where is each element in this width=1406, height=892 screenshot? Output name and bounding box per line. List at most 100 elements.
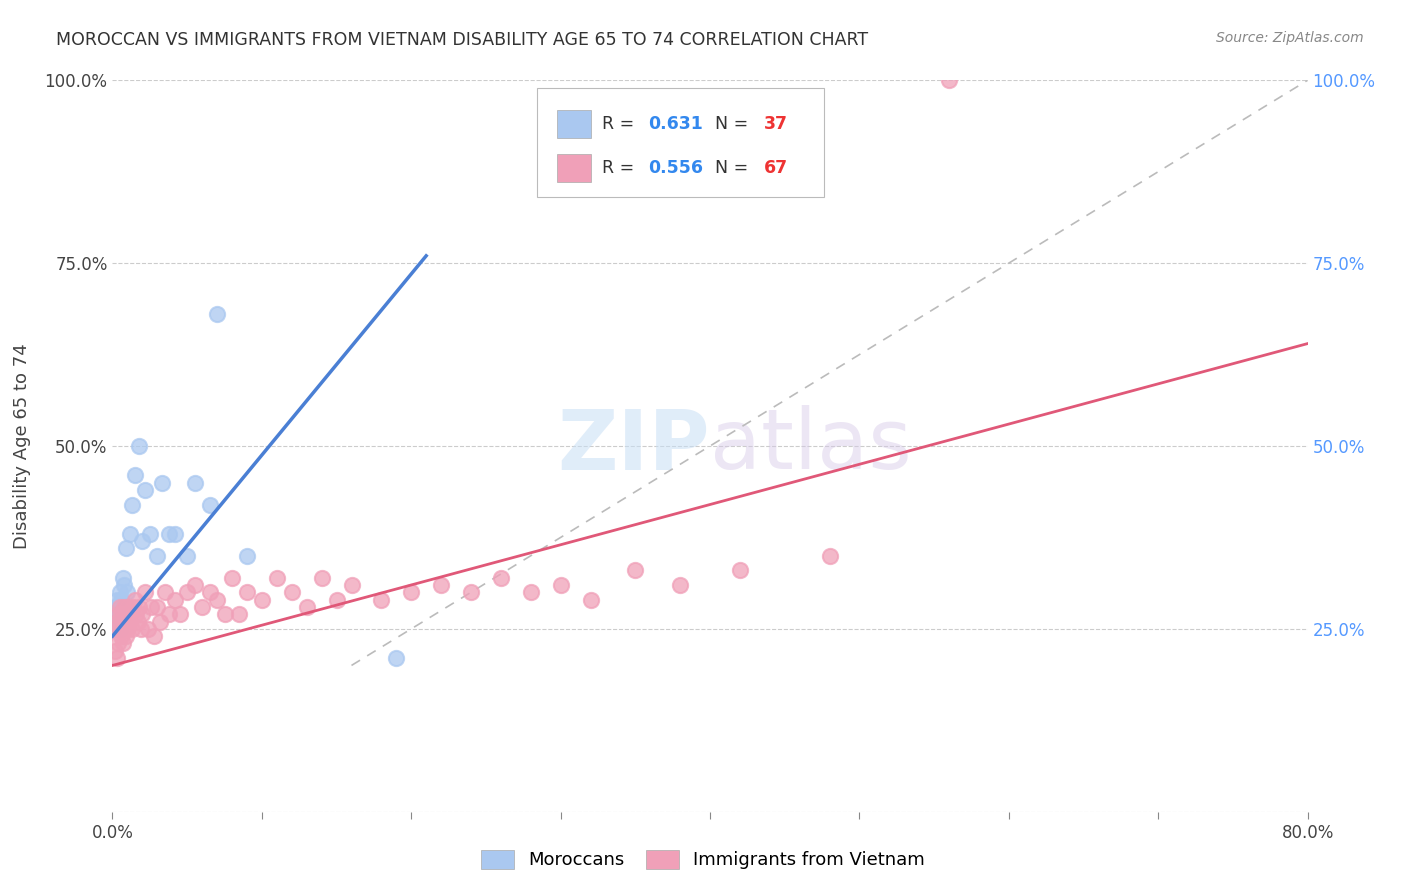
Point <box>624 563 647 577</box>
Point <box>118 615 141 629</box>
Point <box>105 607 128 622</box>
Point <box>385 651 408 665</box>
Point <box>117 599 139 614</box>
Text: Source: ZipAtlas.com: Source: ZipAtlas.com <box>1216 31 1364 45</box>
Point <box>107 599 129 614</box>
Point <box>401 585 423 599</box>
Point <box>165 592 187 607</box>
Point <box>115 607 138 622</box>
Point <box>103 607 125 622</box>
Point <box>205 307 228 321</box>
Point <box>157 526 180 541</box>
Point <box>169 607 191 622</box>
FancyBboxPatch shape <box>557 110 591 138</box>
Text: 0.631: 0.631 <box>648 115 703 133</box>
Point <box>121 622 143 636</box>
Y-axis label: Disability Age 65 to 74: Disability Age 65 to 74 <box>13 343 31 549</box>
Point <box>150 475 173 490</box>
Point <box>128 439 150 453</box>
Text: 0.556: 0.556 <box>648 159 703 177</box>
Point <box>489 571 512 585</box>
Point <box>266 571 288 585</box>
Point <box>124 592 146 607</box>
Point <box>124 468 146 483</box>
Point <box>120 607 142 622</box>
Point <box>198 585 221 599</box>
Point <box>430 578 453 592</box>
Point <box>157 607 180 622</box>
Point <box>120 526 142 541</box>
Point <box>728 563 751 577</box>
Point <box>114 578 135 592</box>
Point <box>125 607 148 622</box>
Point <box>105 622 128 636</box>
Point <box>110 629 132 643</box>
Point <box>122 599 145 614</box>
Point <box>114 622 135 636</box>
Point <box>818 549 841 563</box>
Point <box>108 607 131 622</box>
Point <box>146 549 169 563</box>
Text: MOROCCAN VS IMMIGRANTS FROM VIETNAM DISABILITY AGE 65 TO 74 CORRELATION CHART: MOROCCAN VS IMMIGRANTS FROM VIETNAM DISA… <box>56 31 869 49</box>
Text: R =: R = <box>603 115 640 133</box>
Text: 37: 37 <box>763 115 787 133</box>
Point <box>115 541 138 556</box>
Point <box>669 578 692 592</box>
Point <box>121 498 143 512</box>
Point <box>111 599 134 614</box>
Point <box>938 73 960 87</box>
Point <box>134 585 156 599</box>
Point <box>110 615 132 629</box>
Point <box>370 592 392 607</box>
Point <box>105 592 128 607</box>
Point <box>221 571 243 585</box>
Point <box>579 592 602 607</box>
Point <box>111 615 134 629</box>
Point <box>110 607 132 622</box>
Point <box>460 585 482 599</box>
Point <box>236 585 259 599</box>
Text: atlas: atlas <box>710 406 911 486</box>
Point <box>176 585 198 599</box>
Point <box>198 498 221 512</box>
Point <box>228 607 250 622</box>
Point <box>139 526 162 541</box>
Point <box>105 615 128 629</box>
Point <box>340 578 363 592</box>
Point <box>311 571 333 585</box>
Point <box>325 592 347 607</box>
Point <box>115 599 138 614</box>
Text: N =: N = <box>704 115 754 133</box>
Point <box>214 607 236 622</box>
Text: ZIP: ZIP <box>558 406 710 486</box>
Point <box>127 615 149 629</box>
FancyBboxPatch shape <box>537 87 824 197</box>
Point <box>138 622 160 636</box>
Point <box>103 622 125 636</box>
Point <box>149 615 172 629</box>
Point <box>250 592 273 607</box>
Point <box>108 622 131 636</box>
Point <box>104 644 127 658</box>
Point <box>165 526 187 541</box>
Point <box>550 578 572 592</box>
Point <box>295 599 318 614</box>
Text: 67: 67 <box>763 159 787 177</box>
FancyBboxPatch shape <box>557 154 591 182</box>
Point <box>183 475 205 490</box>
Point <box>107 607 129 622</box>
Point <box>108 585 131 599</box>
Point <box>104 599 127 614</box>
Point <box>281 585 304 599</box>
Point <box>111 636 134 650</box>
Point <box>111 571 134 585</box>
Text: N =: N = <box>704 159 754 177</box>
Point <box>117 585 139 599</box>
Point <box>143 629 166 643</box>
Point <box>183 578 205 592</box>
Point <box>205 592 228 607</box>
Point <box>129 622 152 636</box>
Point <box>107 615 129 629</box>
Point <box>114 607 135 622</box>
Point <box>128 599 150 614</box>
